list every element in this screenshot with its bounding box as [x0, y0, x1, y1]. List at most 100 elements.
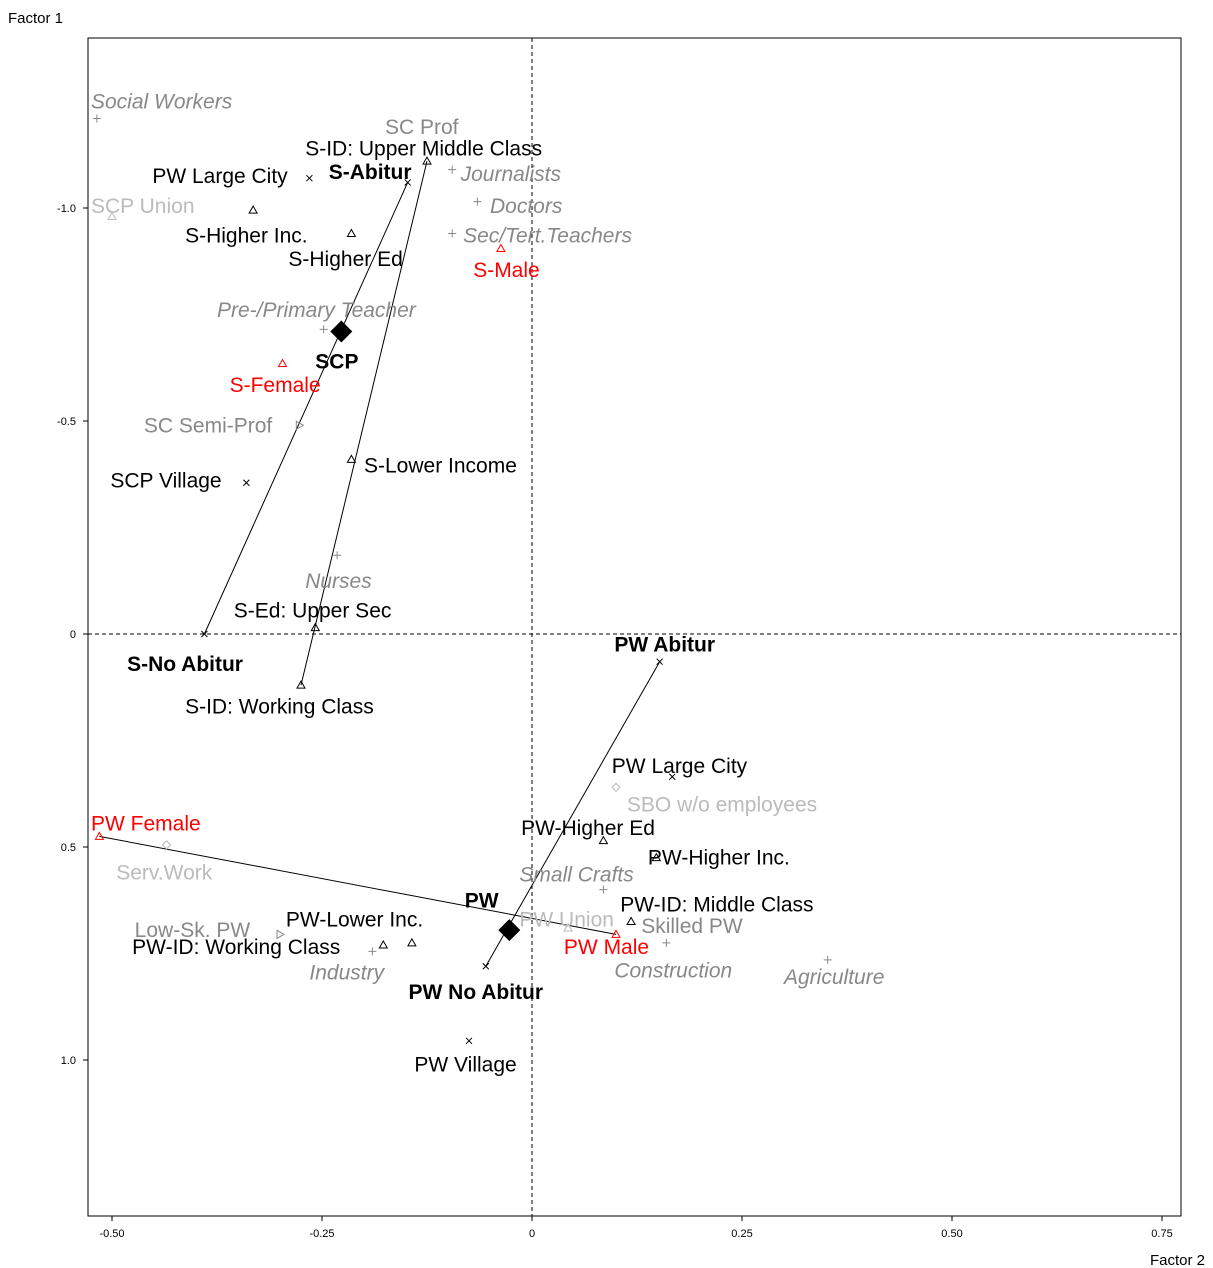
marker-diamond-scp	[330, 320, 353, 343]
marker-+-small-crafts	[599, 885, 608, 894]
marker-+-industry	[368, 947, 377, 956]
marker-triangle-pw-female	[94, 831, 105, 840]
point-label: SBO w/o employees	[627, 793, 817, 816]
point-label: Skilled PW	[641, 915, 743, 938]
point-label: PW-Higher Inc.	[648, 847, 790, 870]
marker-triangle-s-higher-ed	[346, 228, 357, 238]
point-label: SC Semi-Prof	[144, 414, 273, 437]
marker-x-pw-no-abitur	[482, 962, 490, 970]
point-label: PW-ID: Working Class	[132, 936, 340, 959]
point-label: Agriculture	[782, 966, 884, 989]
point-label: PW Large City	[612, 755, 748, 778]
point-label: Low-Sk. PW	[135, 919, 251, 942]
segment-0	[203, 182, 409, 635]
point-label: PW Village	[414, 1053, 516, 1076]
y-axis-title: Factor 1	[8, 10, 63, 27]
point-label: S-Male	[473, 259, 540, 282]
x-axis-title: Factor 2	[1150, 1252, 1205, 1268]
x-tick-label: 0.50	[941, 1228, 962, 1240]
marker-+-skilled-pw	[662, 938, 671, 947]
point-label: Journalists	[460, 163, 562, 186]
point-label: S-Abitur	[329, 161, 412, 184]
point-label: S-Female	[230, 374, 321, 397]
marker-triangle-right-sc-semi-prof	[295, 420, 305, 431]
point-label: PW-Higher Ed	[521, 817, 655, 840]
marker-+-pre-primary-teacher	[319, 325, 328, 334]
point-label: Doctors	[490, 195, 563, 218]
x-tick-label: 0.75	[1151, 1228, 1172, 1240]
marker-x-s-abitur	[404, 179, 412, 186]
point-label: SCP	[315, 350, 358, 373]
marker-x-pw-village	[465, 1037, 473, 1045]
point-label: Small Crafts	[519, 864, 634, 887]
point-label: PW	[465, 889, 499, 912]
x-tick-label: -0.50	[99, 1228, 124, 1240]
x-tick-label: 0	[529, 1228, 535, 1240]
point-markers	[92, 114, 832, 1045]
marker-x-pw-large-city	[306, 174, 313, 182]
marker-triangle-pw-higher-ed	[598, 835, 609, 845]
y-tick-label: -1.0	[57, 203, 76, 215]
point-label: Serv.Work	[116, 862, 213, 885]
point-label: Nurses	[305, 570, 372, 593]
point-label: Sec/Tert.Teachers	[463, 225, 632, 248]
marker-x-scp-village	[243, 479, 250, 487]
point-label: PW Abitur	[614, 634, 715, 657]
y-tick-label: 1.0	[61, 1055, 76, 1067]
point-label: SC Prof	[385, 116, 459, 139]
marker-x-pw-abitur	[656, 658, 664, 666]
point-label: S-Higher Ed	[288, 248, 402, 271]
marker-triangle-pw-lower-inc-	[407, 937, 417, 947]
marker-triangle-s-higher-inc-	[248, 205, 258, 214]
x-tick-label: -0.25	[309, 1228, 334, 1240]
marker-triangle-s-id-upper-middle-class	[422, 156, 432, 165]
point-label: S-ID: Working Class	[185, 695, 374, 718]
point-label: SCP Union	[91, 195, 195, 218]
marker-diamond-open-serv-work	[161, 840, 172, 850]
y-tick-label: -0.5	[57, 416, 76, 428]
marker-x-s-no-abitur	[201, 630, 208, 638]
marker-triangle-s-male	[496, 243, 506, 252]
point-label: Construction	[614, 960, 732, 983]
marker-diamond-pw	[498, 919, 521, 942]
marker-triangle-s-ed-upper-sec	[310, 622, 321, 632]
marker-triangle-right-low-sk-pw	[276, 929, 286, 940]
point-label: S-Lower Income	[364, 455, 517, 478]
point-label: S-ID: Upper Middle Class	[305, 137, 542, 160]
reference-lines	[88, 38, 1181, 1216]
marker-x-pw-large-city	[668, 773, 676, 781]
point-label: PW No Abitur	[409, 981, 544, 1004]
segment-1	[300, 161, 428, 686]
marker-diamond-open-sbo-w-o-employees	[611, 782, 621, 793]
point-label: PW-Lower Inc.	[286, 908, 423, 931]
marker-+-social-workers	[92, 114, 101, 123]
marker-+-agriculture	[823, 955, 832, 964]
point-label: S-Higher Inc.	[185, 225, 308, 248]
point-label: PW-ID: Middle Class	[620, 894, 813, 917]
x-tick-label: 0.25	[731, 1228, 752, 1240]
marker-+-doctors	[473, 197, 482, 206]
point-label: PW Female	[91, 813, 201, 836]
marker-triangle-scp-union	[107, 211, 117, 221]
marker-triangle-s-female	[277, 358, 288, 367]
y-tick-label: 0.5	[61, 842, 76, 854]
marker-triangle-s-lower-income	[346, 454, 357, 463]
point-label: PW Male	[564, 936, 649, 959]
marker-triangle-pw-union	[563, 922, 573, 932]
marker-+-nurses	[333, 551, 342, 560]
point-label: PW Union	[519, 908, 614, 931]
marker-+-journalists	[448, 165, 457, 174]
point-label: Industry	[309, 962, 385, 985]
marker-triangle-s-id-working-class	[296, 680, 306, 689]
point-label: SCP Village	[110, 470, 221, 493]
point-label: Pre-/Primary Teacher	[217, 299, 417, 322]
marker-triangle-pw-id-working-class	[378, 939, 389, 949]
segment-3	[99, 835, 617, 935]
point-label: PW Large City	[152, 165, 288, 188]
marker-triangle-pw-male	[611, 929, 621, 938]
plot-area-frame	[87, 37, 1182, 1217]
marker-triangle-pw-higher-inc-	[651, 852, 662, 862]
marker-+-sec-tert-teachers	[448, 229, 457, 238]
